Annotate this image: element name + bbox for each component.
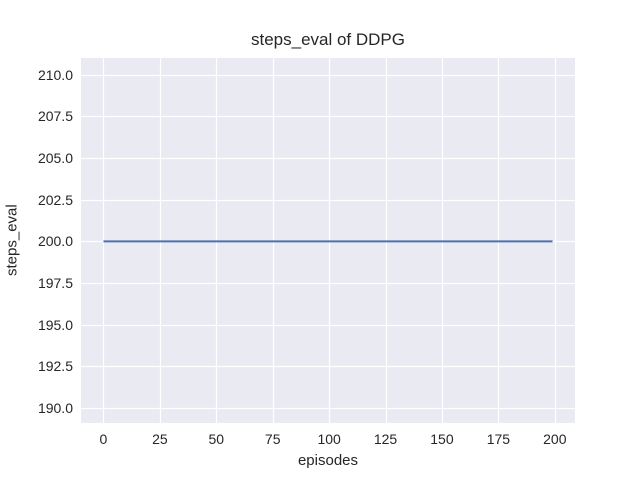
y-tick-label: 210.0	[37, 66, 73, 83]
x-tick-label: 200	[543, 431, 567, 447]
y-tick-label: 195.0	[37, 316, 73, 333]
x-tick-label: 75	[264, 431, 281, 447]
y-tick-label: 192.5	[37, 358, 73, 375]
chart-title: steps_eval of DDPG	[250, 30, 405, 49]
y-tick-label: 205.0	[37, 150, 73, 166]
y-tick-label: 200.0	[37, 233, 73, 250]
plot-canvas	[81, 58, 575, 423]
x-tick-label: 125	[373, 431, 398, 447]
x-axis-label: episodes	[297, 452, 359, 469]
y-tick-label: 207.5	[37, 108, 73, 125]
x-tick-label: 25	[152, 431, 168, 447]
x-tick-label: 175	[486, 431, 511, 447]
y-tick-label: 202.5	[37, 191, 73, 208]
x-tick-label: 100	[317, 431, 341, 447]
x-tick-label: 150	[430, 431, 454, 447]
x-tick-label: 0	[99, 431, 108, 447]
x-tick-label: 50	[208, 431, 225, 447]
plot-area	[81, 58, 575, 423]
y-tick-label: 197.5	[37, 275, 73, 291]
y-tick-label: 190.0	[37, 400, 73, 416]
